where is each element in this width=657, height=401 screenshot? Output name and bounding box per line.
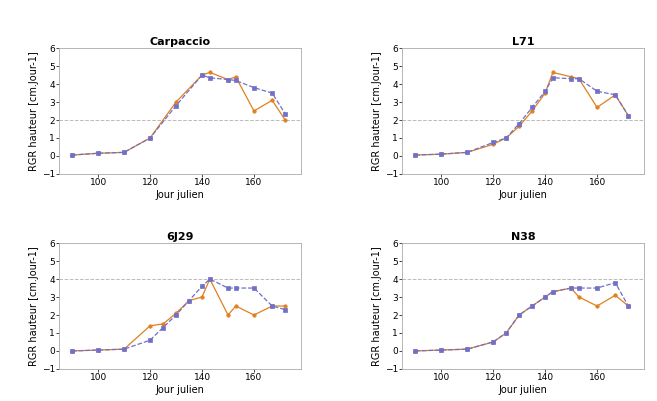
Title: N38: N38 <box>510 232 535 242</box>
Y-axis label: RGR hauteur [cm.Jour-1]: RGR hauteur [cm.Jour-1] <box>29 51 39 171</box>
Title: 6J29: 6J29 <box>166 232 194 242</box>
Y-axis label: RGR hauteur [cm.Jour-1]: RGR hauteur [cm.Jour-1] <box>29 246 39 366</box>
X-axis label: Jour julien: Jour julien <box>156 190 204 200</box>
Y-axis label: RGR hauteur [cm.Jour-1]: RGR hauteur [cm.Jour-1] <box>372 51 382 171</box>
X-axis label: Jour julien: Jour julien <box>499 190 547 200</box>
Title: L71: L71 <box>512 37 534 47</box>
Title: Carpaccio: Carpaccio <box>149 37 210 47</box>
Y-axis label: RGR hauteur [cm.Jour-1]: RGR hauteur [cm.Jour-1] <box>372 246 382 366</box>
X-axis label: Jour julien: Jour julien <box>156 385 204 395</box>
X-axis label: Jour julien: Jour julien <box>499 385 547 395</box>
